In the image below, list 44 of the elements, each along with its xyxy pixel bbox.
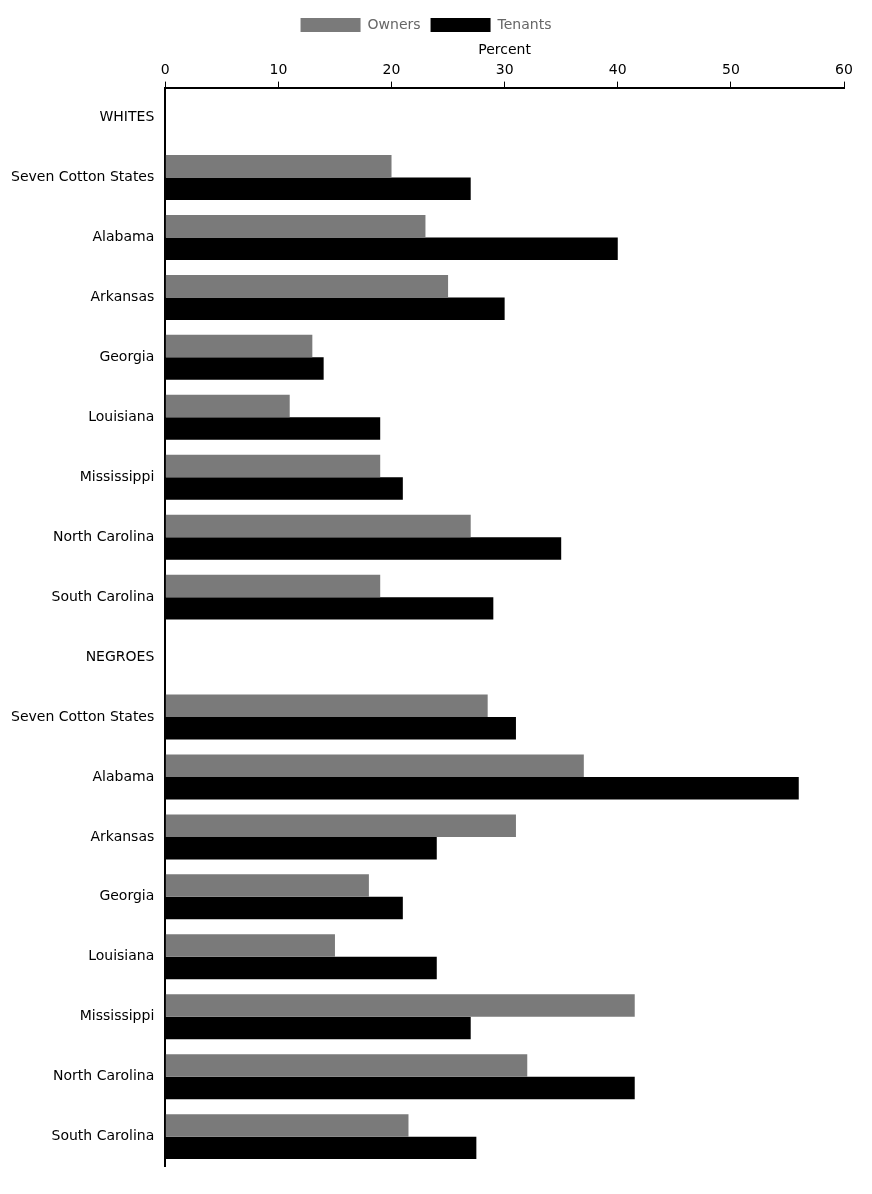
y-tick-label: North Carolina	[53, 1067, 155, 1084]
bar	[165, 1054, 528, 1077]
y-tick-label: Arkansas	[90, 288, 155, 305]
bar	[165, 934, 335, 957]
legend-label: Tenants	[496, 15, 552, 32]
y-tick-label: Arkansas	[90, 827, 155, 844]
y-tick-label: Mississippi	[79, 467, 155, 484]
bar	[165, 214, 426, 238]
bar	[165, 574, 381, 598]
bar	[165, 454, 381, 478]
y-tick-label: Louisiana	[88, 407, 155, 424]
bar	[165, 754, 584, 777]
x-tick-label: 20	[382, 60, 401, 77]
bar	[165, 874, 369, 897]
y-tick-label: Georgia	[99, 887, 155, 904]
x-tick-label: 30	[495, 60, 514, 77]
x-tick-label: 60	[835, 60, 853, 77]
bar	[165, 1114, 409, 1137]
y-tick-label: Seven Cotton States	[11, 707, 155, 724]
bar	[165, 514, 471, 538]
y-tick-label: Mississippi	[79, 1007, 155, 1024]
bar	[165, 994, 635, 1017]
bar	[165, 814, 516, 837]
y-tick-label: North Carolina	[53, 527, 155, 544]
y-tick-label: South Carolina	[51, 1127, 155, 1144]
bar	[165, 334, 313, 358]
x-tick-label: 0	[160, 60, 170, 77]
y-tick-label: Alabama	[92, 767, 155, 784]
y-tick-label: Georgia	[99, 347, 155, 364]
x-axis-title: Percent	[478, 41, 532, 58]
y-tick-label: WHITES	[99, 108, 155, 125]
bar	[165, 694, 488, 718]
y-tick-label: Seven Cotton States	[11, 168, 155, 185]
y-tick-label: Louisiana	[88, 947, 155, 964]
y-tick-label: Alabama	[92, 228, 155, 245]
x-tick-label: 40	[608, 60, 627, 77]
bar	[165, 155, 392, 178]
x-tick-label: 50	[721, 60, 740, 77]
y-tick-label: South Carolina	[51, 587, 155, 604]
bar	[165, 394, 290, 418]
y-tick-label: NEGROES	[85, 647, 155, 664]
bar	[165, 274, 449, 298]
x-tick-label: 10	[269, 60, 288, 77]
legend-label: Owners	[367, 15, 421, 32]
